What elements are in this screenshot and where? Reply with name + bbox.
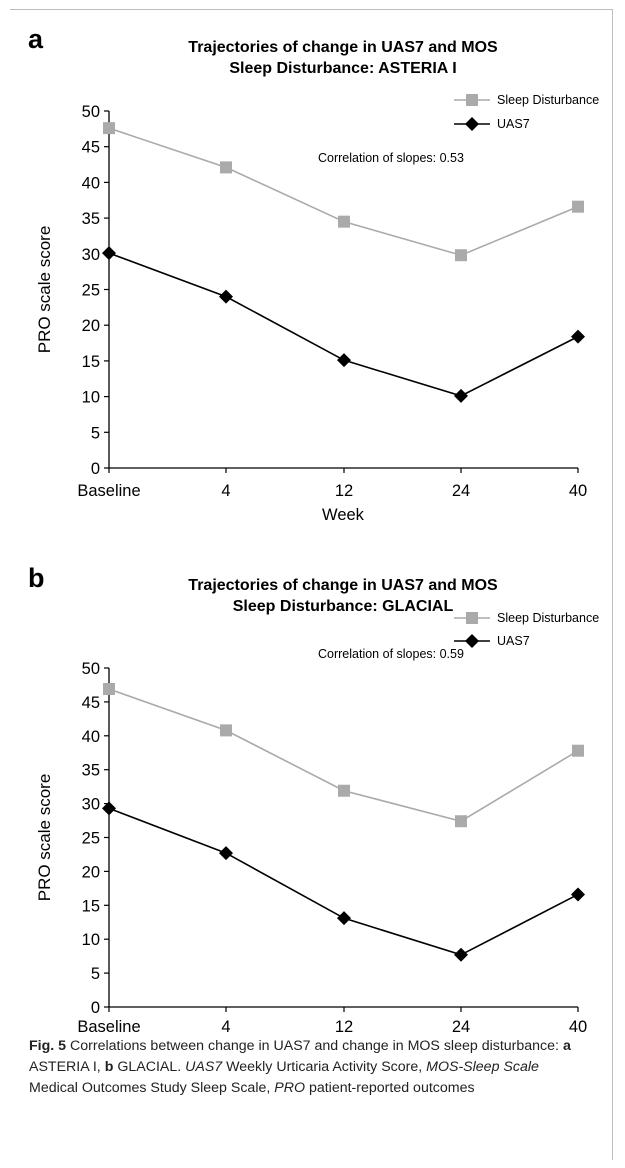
data-point-diamond — [571, 887, 585, 902]
legend-label: UAS7 — [497, 117, 530, 131]
caption-text: Weekly Urticaria Activity Score, — [222, 1059, 427, 1075]
y-axis-label: PRO scale score — [35, 774, 54, 902]
figure-frame — [10, 9, 613, 1160]
series-line — [108, 807, 579, 956]
y-tick-label: 10 — [82, 931, 100, 949]
x-tick-label: 24 — [452, 1018, 470, 1035]
y-tick-label: 5 — [91, 965, 100, 983]
x-tick-label: 12 — [335, 482, 353, 500]
y-tick-label: 30 — [82, 246, 100, 264]
legend-marker-square — [466, 94, 478, 106]
x-tick-label: 12 — [335, 1018, 353, 1035]
caption-text: GLACIAL. — [113, 1059, 186, 1075]
data-point-square — [455, 815, 467, 828]
caption-panel-a-label: a — [562, 1038, 571, 1054]
y-tick-label: 45 — [82, 139, 100, 157]
data-point-diamond — [337, 353, 351, 368]
y-tick-label: 45 — [82, 694, 100, 712]
data-point-square — [103, 122, 115, 135]
y-tick-label: 15 — [82, 353, 100, 371]
series-line — [108, 688, 579, 823]
data-point-square — [338, 784, 350, 797]
y-tick-label: 20 — [82, 863, 100, 881]
caption-abbreviation: UAS7 — [185, 1059, 223, 1075]
y-tick-label: 0 — [91, 999, 100, 1017]
y-tick-label: 40 — [82, 174, 100, 192]
x-tick-label: Baseline — [77, 482, 140, 500]
data-point-square — [220, 161, 232, 174]
series-line — [108, 127, 579, 257]
legend-label: Sleep Disturbance — [497, 611, 599, 625]
caption-text: Medical Outcomes Study Sleep Scale, — [29, 1080, 275, 1096]
legend-marker-diamond — [465, 634, 479, 648]
x-axis-label: Week — [322, 506, 365, 524]
y-tick-label: 10 — [82, 389, 100, 407]
y-tick-label: 35 — [82, 762, 100, 780]
panel-label: a — [28, 24, 44, 54]
data-point-square — [220, 724, 232, 737]
y-tick-label: 25 — [82, 282, 100, 300]
y-tick-label: 20 — [82, 317, 100, 335]
correlation-annotation: Correlation of slopes: 0.53 — [318, 151, 464, 165]
x-tick-label: Baseline — [77, 1018, 140, 1035]
chart-subtitle: Sleep Disturbance: GLACIAL — [233, 598, 454, 615]
data-point-square — [572, 200, 584, 213]
y-tick-label: 30 — [82, 796, 100, 814]
caption-text: Correlations between change in UAS7 and … — [66, 1038, 563, 1054]
x-tick-label: 40 — [569, 482, 587, 500]
data-point-diamond — [219, 289, 233, 304]
data-point-diamond — [102, 246, 116, 261]
panel-label: b — [28, 563, 45, 593]
data-point-diamond — [337, 911, 351, 926]
caption-abbreviation: MOS-Sleep Scale — [426, 1059, 539, 1075]
data-point-square — [572, 744, 584, 757]
y-tick-label: 15 — [82, 897, 100, 915]
y-tick-label: 0 — [91, 460, 100, 478]
figure-caption: Fig. 5 Correlations between change in UA… — [29, 1036, 589, 1099]
chart-subtitle: Sleep Disturbance: ASTERIA I — [229, 60, 456, 77]
chart-title: Trajectories of change in UAS7 and MOS — [188, 39, 498, 56]
caption-abbreviation: PRO — [274, 1080, 305, 1096]
data-point-diamond — [454, 947, 468, 962]
chart-panel-b: b Trajectories of change in UAS7 and MOS S… — [28, 563, 599, 1035]
chart-panel-a: a Trajectories of change in UAS7 and MOS S… — [28, 24, 599, 524]
data-point-square — [455, 249, 467, 262]
legend-label: Sleep Disturbance — [497, 93, 599, 107]
x-tick-label: 4 — [221, 482, 230, 500]
legend-marker-diamond — [465, 117, 479, 131]
y-tick-label: 50 — [82, 103, 100, 121]
chart-title: Trajectories of change in UAS7 and MOS — [188, 577, 498, 594]
caption-panel-b-label: b — [104, 1059, 114, 1075]
y-tick-label: 50 — [82, 660, 100, 678]
data-point-diamond — [219, 846, 233, 861]
y-tick-label: 40 — [82, 728, 100, 746]
caption-text: ASTERIA I, — [29, 1059, 105, 1075]
y-tick-label: 35 — [82, 210, 100, 228]
legend-label: UAS7 — [497, 634, 530, 648]
legend-marker-square — [466, 612, 478, 624]
series-line — [108, 252, 579, 397]
data-point-diamond — [571, 329, 585, 344]
caption-fig-label: Fig. 5 — [29, 1038, 67, 1054]
x-tick-label: 40 — [569, 1018, 587, 1035]
y-tick-label: 5 — [91, 424, 100, 442]
y-tick-label: 25 — [82, 830, 100, 848]
data-point-diamond — [454, 388, 468, 403]
x-tick-label: 24 — [452, 482, 470, 500]
data-point-square — [338, 215, 350, 228]
data-point-diamond — [102, 801, 116, 816]
correlation-annotation: Correlation of slopes: 0.59 — [318, 647, 464, 661]
x-tick-label: 4 — [221, 1018, 230, 1035]
data-point-square — [103, 683, 115, 696]
y-axis-label: PRO scale score — [35, 226, 54, 354]
caption-text: patient-reported outcomes — [305, 1080, 475, 1096]
